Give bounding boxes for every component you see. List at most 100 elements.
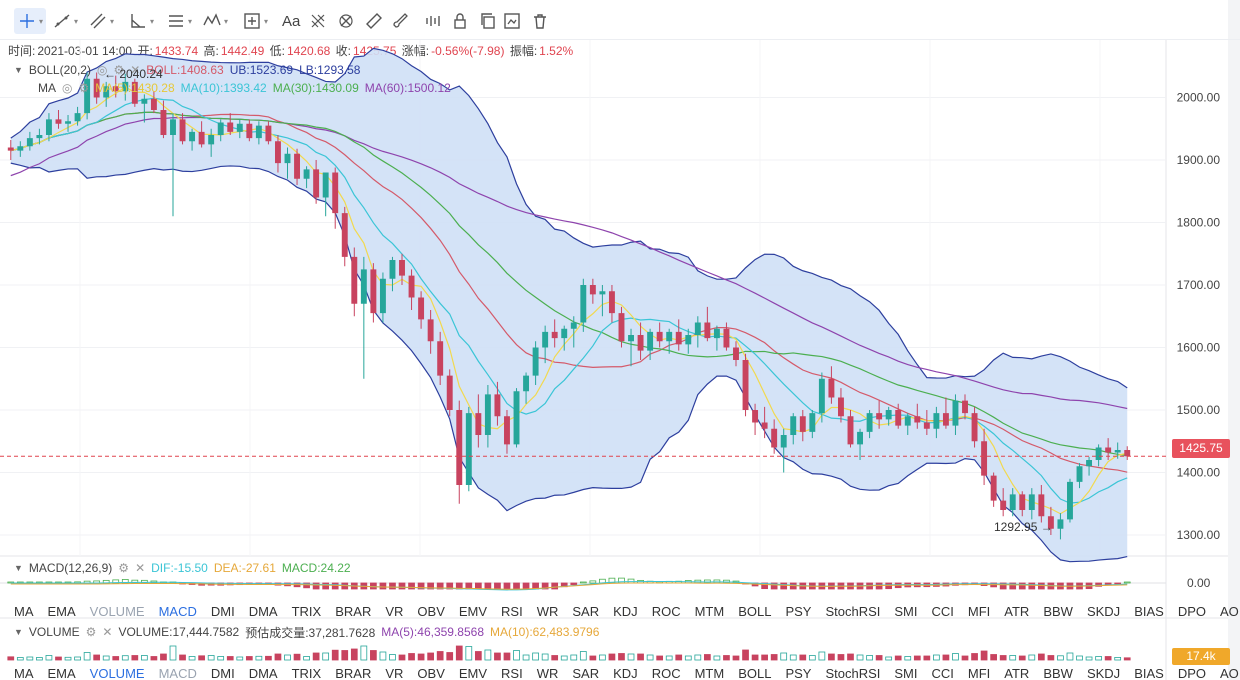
indicator-tab-rsi[interactable]: RSI (501, 604, 523, 619)
parallel-channel-tool-button[interactable]: ▾ (88, 8, 114, 34)
eraser-magnet-tool-button[interactable] (336, 8, 356, 34)
indicator-tab-emv[interactable]: EMV (458, 604, 488, 619)
close-icon[interactable]: ✕ (135, 561, 146, 575)
indicator-tab-obv[interactable]: OBV (417, 604, 445, 619)
indicator-tab-bbw[interactable]: BBW (1043, 666, 1073, 680)
indicator-tab-psy[interactable]: PSY (785, 604, 812, 619)
settings-icon[interactable]: ⚙ (78, 81, 90, 95)
pattern-tool-tool-button[interactable] (308, 8, 328, 34)
angle-tool-tool-button[interactable]: ▾ (128, 8, 154, 34)
indicator-tab-trix[interactable]: TRIX (291, 666, 322, 680)
indicator-tab-kdj[interactable]: KDJ (613, 604, 638, 619)
right-edge-scrollbar[interactable] (1228, 0, 1240, 680)
indicator-tab-macd[interactable]: MACD (158, 666, 197, 680)
brush-tool-button[interactable] (392, 8, 412, 34)
dropdown-caret-icon[interactable]: ▾ (188, 16, 193, 26)
indicator-tab-cci[interactable]: CCI (931, 666, 954, 680)
indicator-tab-dmi[interactable]: DMI (210, 604, 235, 619)
close-icon[interactable]: ✕ (130, 63, 141, 77)
indicator-tab-dma[interactable]: DMA (248, 666, 278, 680)
indicator-tab-ma[interactable]: MA (14, 666, 34, 680)
eye-icon[interactable]: ◎ (62, 81, 73, 95)
indicator-tab-vr[interactable]: VR (385, 604, 404, 619)
indicator-tab-boll[interactable]: BOLL (738, 604, 772, 619)
indicator-tab-mtm[interactable]: MTM (694, 604, 725, 619)
trash-tool-button[interactable] (530, 8, 550, 34)
indicator-tab-ao[interactable]: AO (1219, 604, 1239, 619)
indicator-tab-brar[interactable]: BRAR (335, 604, 372, 619)
indicator-tab-roc[interactable]: ROC (651, 604, 681, 619)
indicator-tab-boll[interactable]: BOLL (738, 666, 772, 680)
indicator-tab-ao[interactable]: AO (1219, 666, 1239, 680)
indicator-tab-smi[interactable]: SMI (894, 666, 918, 680)
indicator-tab-wr[interactable]: WR (536, 666, 559, 680)
volume-bar (455, 645, 463, 661)
indicator-tab-dmi[interactable]: DMI (210, 666, 235, 680)
indicator-tab-bias[interactable]: BIAS (1134, 666, 1164, 680)
indicator-tab-smi[interactable]: SMI (894, 604, 918, 619)
dropdown-caret-icon[interactable]: ▾ (39, 16, 44, 26)
dropdown-caret-icon[interactable]: ▾ (110, 16, 115, 26)
collapse-arrow-icon[interactable]: ▼ (14, 65, 23, 75)
indicator-tab-mfi[interactable]: MFI (967, 666, 991, 680)
indicator-tab-sar[interactable]: SAR (572, 604, 600, 619)
indicator-tab-psy[interactable]: PSY (785, 666, 812, 680)
indicator-tab-ema[interactable]: EMA (47, 604, 76, 619)
indicator-tab-vr[interactable]: VR (385, 666, 404, 680)
indicator-tab-bbw[interactable]: BBW (1043, 604, 1073, 619)
settings-icon[interactable]: ⚙ (113, 63, 125, 77)
indicator-tab-ema[interactable]: EMA (47, 666, 76, 680)
wave-pattern-tool-button[interactable]: ▾ (202, 8, 228, 34)
settings-layer-tool-button[interactable] (502, 8, 522, 34)
trend-line-tool-button[interactable]: ▾ (52, 8, 78, 34)
indicator-tab-mfi[interactable]: MFI (967, 604, 991, 619)
text-tool-tool-button[interactable]: Aa (282, 8, 300, 34)
indicator-tab-dma[interactable]: DMA (248, 604, 278, 619)
indicator-tab-dpo[interactable]: DPO (1177, 666, 1206, 680)
indicator-tab-ma[interactable]: MA (14, 604, 34, 619)
dropdown-caret-icon[interactable]: ▾ (74, 16, 79, 26)
indicator-tab-roc[interactable]: ROC (651, 666, 681, 680)
indicator-tab-volume[interactable]: VOLUME (89, 666, 145, 680)
settings-icon[interactable]: ⚙ (85, 625, 97, 639)
indicator-tab-rsi[interactable]: RSI (501, 666, 523, 680)
volume-bar (532, 652, 539, 661)
indicator-tab-atr[interactable]: ATR (1004, 666, 1030, 680)
indicator-tab-mtm[interactable]: MTM (694, 666, 725, 680)
indicator-tab-bias[interactable]: BIAS (1134, 604, 1164, 619)
settings-icon[interactable]: ⚙ (118, 561, 130, 575)
indicator-tab-cci[interactable]: CCI (931, 604, 954, 619)
indicator-tab-atr[interactable]: ATR (1004, 604, 1030, 619)
indicator-tab-sar[interactable]: SAR (572, 666, 600, 680)
collapse-arrow-icon[interactable]: ▼ (14, 563, 23, 573)
indicator-tab-dpo[interactable]: DPO (1177, 604, 1206, 619)
indicator-tab-skdj[interactable]: SKDJ (1086, 604, 1121, 619)
indicator-tab-macd[interactable]: MACD (158, 604, 197, 619)
horizontal-lines-tool-button[interactable]: ▾ (166, 8, 192, 34)
measure-box-tool-button[interactable]: ▾ (242, 8, 268, 34)
eye-icon[interactable]: ◎ (96, 63, 108, 77)
dropdown-caret-icon[interactable]: ▾ (224, 16, 229, 26)
copy-tool-button[interactable] (478, 8, 498, 34)
indicator-tab-trix[interactable]: TRIX (291, 604, 322, 619)
close-icon[interactable]: ✕ (102, 625, 113, 639)
lock-tool-button[interactable] (450, 8, 470, 34)
macd-histogram-bar (570, 582, 578, 585)
crosshair-tool-button[interactable]: ▾ (14, 8, 47, 34)
indicator-tab-wr[interactable]: WR (536, 604, 559, 619)
indicator-tab-volume[interactable]: VOLUME (89, 604, 145, 619)
indicator-tab-skdj[interactable]: SKDJ (1086, 666, 1121, 680)
indicator-tab-brar[interactable]: BRAR (335, 666, 372, 680)
indicator-tab-stochrsi[interactable]: StochRSI (825, 666, 881, 680)
indicator-tab-kdj[interactable]: KDJ (613, 666, 638, 680)
dropdown-caret-icon[interactable]: ▾ (150, 16, 155, 26)
indicator-tab-obv[interactable]: OBV (417, 666, 445, 680)
visibility-tool-button[interactable] (424, 8, 444, 34)
dropdown-caret-icon[interactable]: ▾ (264, 16, 269, 26)
indicator-tab-emv[interactable]: EMV (458, 666, 488, 680)
ruler-tool-button[interactable] (364, 8, 384, 34)
chart-canvas[interactable]: 2000.00 1900.00 1800.00 1700.00 1600.00 1500.… (0, 40, 1228, 680)
collapse-arrow-icon[interactable]: ▼ (14, 627, 23, 637)
indicator-tab-stochrsi[interactable]: StochRSI (825, 604, 881, 619)
candle-body (589, 285, 596, 295)
